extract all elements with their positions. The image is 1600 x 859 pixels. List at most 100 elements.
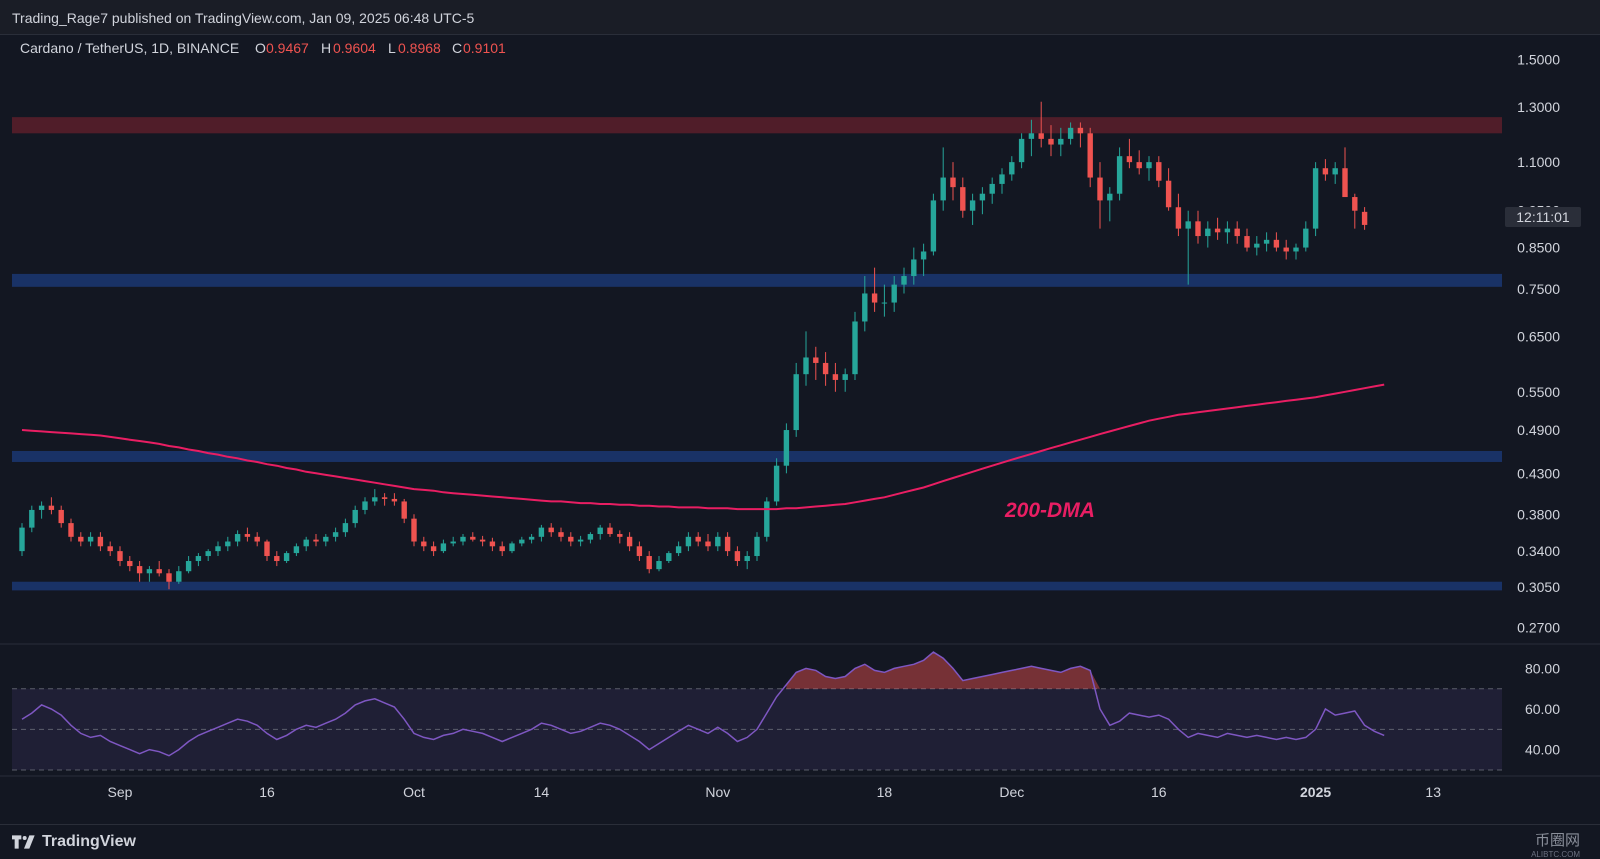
candle-body	[528, 536, 535, 540]
candle-body	[705, 541, 711, 547]
candle-body	[1205, 228, 1211, 237]
candle-body	[68, 523, 74, 537]
candle-body	[254, 536, 260, 542]
countdown-text: 12:11:01	[1516, 209, 1570, 225]
candle-body	[156, 569, 162, 574]
candle-body	[675, 546, 682, 554]
candle-body	[244, 534, 251, 537]
x-tick-label: 16	[259, 784, 275, 800]
candle-body	[920, 251, 927, 260]
tradingview-logo[interactable]: TradingView	[12, 833, 136, 851]
candle-body	[1273, 239, 1280, 248]
candle-body	[1038, 133, 1044, 139]
resistance-zone-0	[12, 117, 1502, 134]
candle-body	[1185, 221, 1191, 229]
ma-annotation: 200-DMA	[1004, 499, 1095, 522]
support-zone-1	[12, 273, 1502, 287]
rsi-line	[21, 651, 1385, 757]
candle-body	[734, 551, 741, 562]
countdown-badge	[1505, 207, 1581, 227]
x-tick-label: Dec	[999, 784, 1024, 800]
candle-body	[489, 541, 496, 547]
ma-line-group	[21, 383, 1385, 511]
candle-body	[754, 536, 760, 557]
x-tick-label: 2025	[1300, 784, 1331, 800]
candle-body	[793, 374, 799, 431]
candle-body	[29, 509, 35, 528]
x-tick-label: Sep	[108, 784, 133, 800]
candle-body	[989, 183, 995, 194]
candle-body	[1087, 133, 1093, 178]
candle-body	[136, 566, 143, 574]
candle-body	[234, 534, 241, 542]
tradingview-brand: TradingView	[42, 833, 136, 850]
candle-body	[323, 536, 329, 542]
candle-body	[773, 465, 780, 502]
candle-body	[440, 543, 447, 552]
x-tick-label: 18	[877, 784, 893, 800]
candle-body	[666, 553, 672, 562]
rsi-tick-label: 60.00	[1525, 701, 1560, 717]
candle-body	[176, 571, 182, 582]
published-info: Trading_Rage7 published on TradingView.c…	[12, 10, 475, 26]
candle-body	[901, 276, 907, 285]
candle-body	[225, 541, 231, 547]
candle-body	[969, 200, 976, 211]
candle-body	[617, 534, 623, 537]
y-tick-label: 1.1000	[1517, 154, 1560, 170]
candle-body	[548, 527, 554, 533]
candle-body	[950, 177, 956, 188]
tradingview-icon	[12, 835, 35, 849]
candle-body	[1136, 162, 1142, 169]
rsi-overbought-fill	[786, 652, 1100, 689]
candle-body	[274, 556, 280, 562]
y-tick-label: 0.7500	[1517, 281, 1560, 297]
candle-body	[764, 501, 770, 537]
y-tick-label: 0.4300	[1517, 465, 1560, 481]
candle-body	[626, 536, 633, 547]
candle-body	[78, 536, 84, 542]
candle-body	[146, 569, 153, 574]
candle-body	[1244, 236, 1250, 248]
candle-body	[1234, 228, 1240, 237]
rsi-panel: 80.00 60.00 40.00	[12, 651, 1560, 771]
candle-body	[783, 430, 790, 466]
y-tick-label: 0.3400	[1517, 543, 1560, 559]
candle-body	[538, 527, 545, 537]
ohlc-low-label: L	[388, 40, 396, 56]
y-tick-label: 1.5000	[1517, 51, 1560, 67]
candle-body	[519, 539, 525, 544]
watermark-subtext: ALIBTC.COM	[1531, 850, 1580, 859]
y-tick-label: 0.5500	[1517, 384, 1560, 400]
candle-body	[822, 362, 829, 375]
candle-body	[421, 541, 427, 547]
candle-body	[1097, 177, 1103, 201]
x-tick-label: 13	[1425, 784, 1441, 800]
candle-body	[215, 546, 221, 552]
candle-body	[1058, 138, 1064, 145]
footer: TradingView 币圈网 ALIBTC.COM	[0, 824, 1600, 859]
watermark-text: 币圈网	[1534, 832, 1580, 849]
candle-body	[313, 539, 319, 542]
candle-body	[960, 187, 966, 211]
candle-body	[127, 561, 133, 567]
candle-body	[479, 539, 486, 542]
candle-body	[499, 546, 505, 552]
candle-body	[283, 553, 290, 562]
candle-body	[1293, 247, 1299, 252]
candle-body	[352, 509, 358, 524]
candle-body	[744, 556, 750, 562]
candle-body	[38, 505, 45, 510]
candle-body	[813, 357, 819, 363]
candle-body	[1312, 168, 1319, 229]
y-tick-label: 0.4900	[1517, 422, 1560, 438]
top-bar: Trading_Rage7 published on TradingView.c…	[0, 0, 1600, 35]
rsi-tick-label: 40.00	[1525, 742, 1560, 758]
candle-body	[97, 536, 104, 547]
candle-body	[362, 501, 368, 510]
candle-body	[1048, 138, 1054, 145]
candle-body	[195, 556, 202, 562]
candle-body	[1352, 197, 1358, 211]
